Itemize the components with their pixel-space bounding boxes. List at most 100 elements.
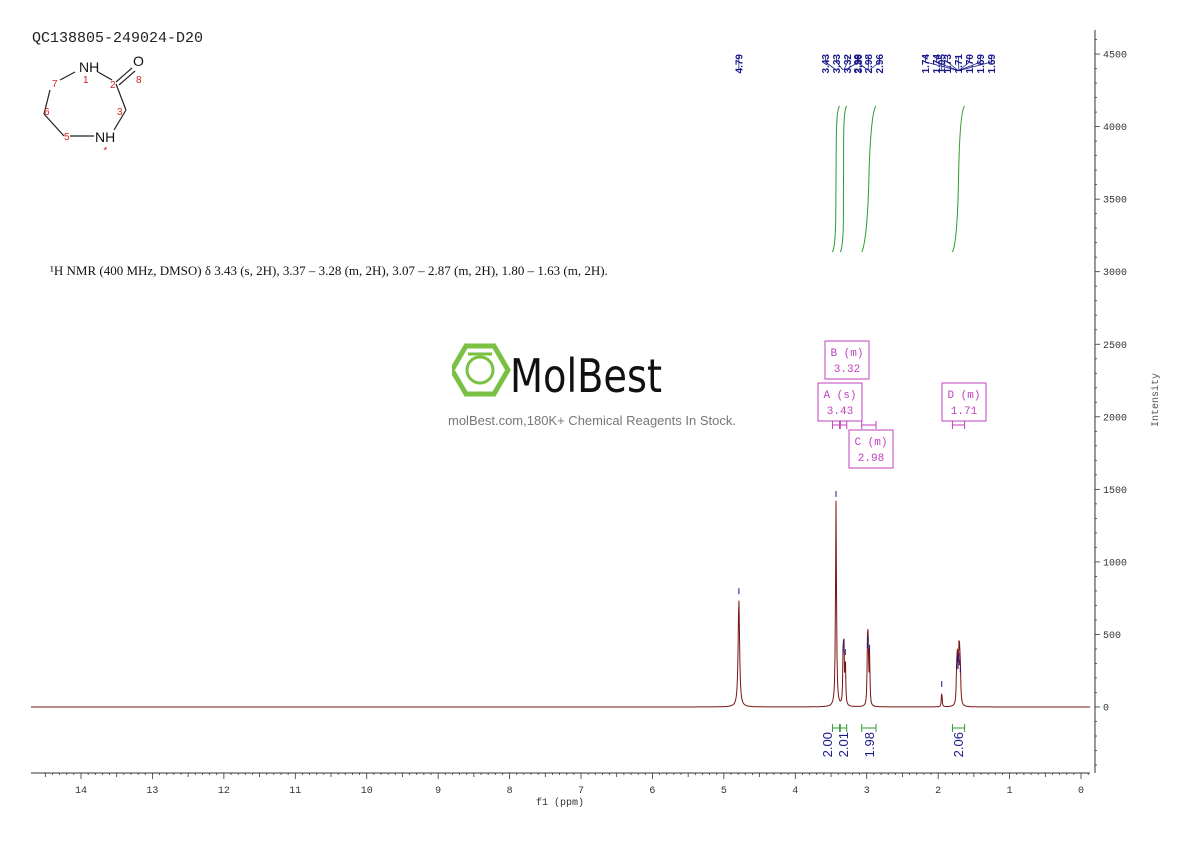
y-tick-label: 4000 (1103, 123, 1127, 134)
x-tick-label: 5 (721, 786, 727, 797)
x-tick-label: 14 (75, 786, 87, 797)
x-tick-label: 3 (864, 786, 870, 797)
bond-n4-c3 (113, 109, 127, 131)
x-tick-label: 12 (218, 786, 230, 797)
multiplet-shift: 3.43 (827, 406, 853, 418)
multiplet-label: A (s) (823, 390, 856, 402)
atom-label-o8: O (133, 53, 144, 69)
peak-label: 1.69 (976, 54, 987, 74)
sample-id: QC138805-249024-D20 (32, 30, 204, 47)
x-tick-label: 1 (1007, 786, 1013, 797)
atom-number-5: 5 (64, 132, 70, 143)
integral-curve (951, 105, 966, 253)
peak-label: 2.99 (853, 54, 864, 74)
peak-leader (843, 61, 848, 71)
multiplet-shift: 1.71 (951, 406, 978, 418)
x-tick-label: 8 (507, 786, 513, 797)
molecule-structure: NH O NH 1 2 3 4 5 6 7 8 (43, 53, 144, 150)
peak-leader (836, 61, 844, 71)
x-tick-label: 2 (935, 786, 941, 797)
spectrum-line (31, 500, 1090, 708)
axes: 14 13 12 11 10 9 8 7 6 5 4 3 2 1 005001000150020002500… (31, 30, 1127, 797)
atom-number-3: 3 (117, 107, 123, 118)
y-axis-title: Intensity (1150, 373, 1162, 427)
atom-number-8: 8 (136, 75, 142, 86)
y-tick-label: 1500 (1103, 486, 1127, 497)
peak-leader (857, 61, 868, 71)
atom-number-7: 7 (52, 79, 58, 90)
multiplet-box (941, 382, 987, 422)
x-tick-label: 7 (578, 786, 584, 797)
watermark-brand: MolBest (510, 349, 662, 402)
x-tick-label: 10 (361, 786, 373, 797)
peak-leader (825, 61, 837, 71)
x-axis-title: f1 (ppm) (536, 797, 584, 809)
y-tick-label: 3500 (1103, 196, 1127, 207)
multiplet-shift: 2.98 (858, 453, 884, 465)
integral-value: 2.01 (836, 732, 851, 757)
atom-number-2: 2 (110, 80, 116, 91)
multiplet-shift: 3.32 (834, 364, 860, 376)
peak-leader (959, 61, 970, 71)
watermark-caption: molBest.com,180K+ Chemical Reagents In S… (448, 413, 736, 428)
peak-label: 1.95 (937, 54, 948, 74)
peak-label: 3.33 (832, 54, 843, 74)
atom-number-4: 4 (102, 146, 108, 150)
integral-curve (831, 105, 841, 253)
multiplet-label: C (m) (854, 437, 887, 449)
peak-leader (925, 61, 957, 71)
integral-curves (831, 105, 966, 253)
nmr-description: ¹H NMR (400 MHz, DMSO) δ 3.43 (s, 2H), 3… (50, 263, 608, 278)
peak-label: 1.74 (932, 54, 943, 74)
y-tick-label: 3000 (1103, 268, 1127, 279)
atom-label-n4: NH (95, 129, 115, 145)
watermark-logo: MolBest (452, 343, 662, 402)
integral-value: 2.06 (951, 732, 966, 757)
peak-label: 2.98 (864, 54, 875, 74)
x-tick-label: 9 (435, 786, 441, 797)
peak-leader (936, 61, 957, 71)
peak-leader (947, 61, 958, 71)
bond-c6-c5 (43, 113, 65, 137)
multiplet-box (848, 429, 894, 469)
multiplet-box (824, 340, 870, 380)
x-tick-label: 11 (289, 786, 301, 797)
peak-label: 2.96 (875, 54, 886, 74)
multiplet-annotations: A (s) 3.43 B (m) 3.32 C (m) 2.98 D (m) 1.71 (817, 340, 987, 469)
spectrum (31, 500, 1090, 708)
peak-label: 3.43 (821, 54, 832, 74)
bond-c7-c6 (43, 89, 51, 115)
y-tick-label: 2500 (1103, 341, 1127, 352)
x-tick-label: 13 (146, 786, 158, 797)
integral-value: 1.98 (862, 732, 877, 757)
multiplet-label: D (m) (947, 390, 980, 402)
x-tick-label: 6 (649, 786, 655, 797)
bond-c2-o8 (115, 67, 133, 83)
y-tick-label: 2000 (1103, 413, 1127, 424)
peak-label: 1.69 (987, 54, 998, 74)
integral-value: 2.00 (820, 732, 835, 757)
y-tick-label: 1000 (1103, 558, 1127, 569)
y-tick-label: 0 (1103, 704, 1109, 715)
y-tick-label: 500 (1103, 631, 1121, 642)
bond-c2-o8-double (118, 70, 136, 86)
x-tick-label: 0 (1078, 786, 1084, 797)
y-tick-label: 4500 (1103, 51, 1127, 62)
integral-labels: 2.00 2.01 1.98 2.06 (820, 724, 966, 757)
peak-label: 3.32 (843, 54, 854, 74)
bond-n1-c7 (59, 71, 76, 81)
bond-c3-c2 (115, 83, 127, 111)
peak-leader (960, 61, 981, 71)
integral-curve (861, 105, 877, 253)
peak-leader (960, 61, 992, 71)
atom-number-1: 1 (83, 75, 89, 86)
peak-label: 1.70 (965, 54, 976, 74)
peak-labels: 4.793.433.333.323.302.992.982.961.951.74… (734, 54, 998, 74)
integral-curve (839, 105, 848, 253)
benzene-logo-icon (452, 343, 511, 397)
peak-label: 4.79 (734, 54, 745, 74)
x-tick-label: 4 (792, 786, 798, 797)
peak-leader (869, 61, 880, 71)
peak-markers (738, 490, 961, 688)
